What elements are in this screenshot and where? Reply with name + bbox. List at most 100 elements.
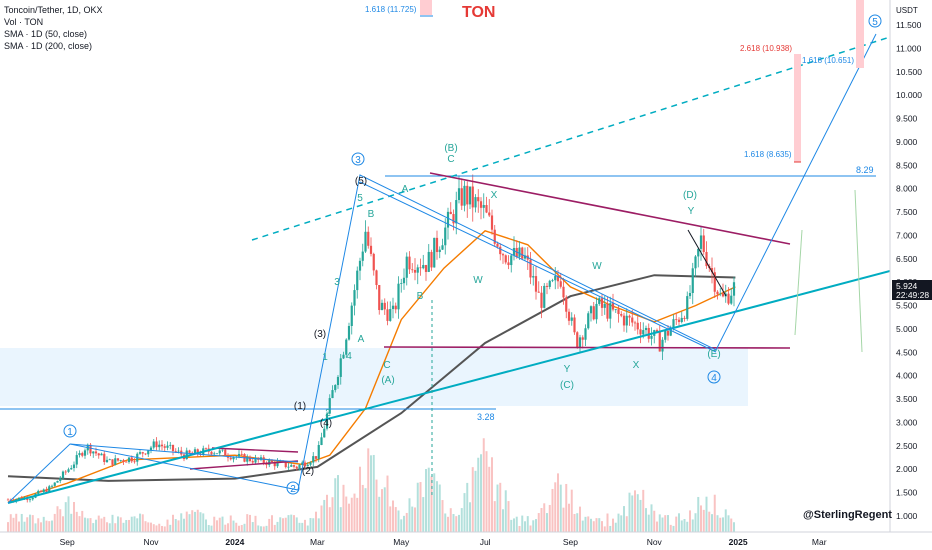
- volume-bar: [414, 507, 416, 532]
- volume-bar: [73, 502, 75, 532]
- candle: [39, 489, 43, 493]
- volume-bar: [315, 511, 317, 532]
- wave-labels: (1) (2) (3) (4) (5) 1 2 3 4 5 A B C (A) …: [294, 143, 721, 477]
- volume-bar: [150, 522, 152, 532]
- wave-label: 4: [346, 351, 352, 362]
- volume-bar: [436, 481, 438, 532]
- volume-bar: [254, 515, 257, 532]
- candle: [114, 454, 117, 466]
- candle: [567, 308, 571, 326]
- candle: [133, 458, 136, 464]
- volume-bar: [524, 521, 526, 532]
- candle: [490, 209, 494, 235]
- volume-bar: [628, 492, 631, 532]
- candle: [144, 453, 147, 456]
- volume-bar: [603, 526, 606, 532]
- volume-bar: [647, 514, 650, 532]
- volume-bar: [419, 482, 422, 532]
- watermark: @SterlingRegent: [803, 509, 892, 521]
- wave-label: W: [473, 275, 483, 286]
- price-tick: 2.000: [896, 464, 918, 474]
- volume-bar: [97, 515, 100, 532]
- candle: [193, 447, 197, 454]
- volume-bar: [606, 513, 609, 532]
- volume-bar: [661, 517, 664, 532]
- candle: [512, 236, 516, 261]
- time-axis[interactable]: Sep Nov 2024 Mar May Jul Sep Nov 2025 Mar: [0, 531, 932, 547]
- sma200-legend: SMA · 1D (200, close): [4, 41, 93, 51]
- candle: [378, 285, 381, 315]
- time-tick: Nov: [143, 537, 159, 547]
- volume-bar: [40, 522, 42, 532]
- volume-bar: [587, 516, 590, 532]
- volume-bar: [590, 518, 592, 532]
- candle: [614, 308, 617, 313]
- volume-bar: [125, 520, 128, 532]
- volume-bar: [337, 475, 339, 532]
- volume-bar: [422, 497, 425, 532]
- wave-label: (E): [707, 349, 720, 360]
- volume-bar: [232, 520, 235, 532]
- volume-bar: [702, 509, 705, 532]
- price-tick: 6.500: [896, 254, 918, 264]
- support-zone: [0, 348, 748, 406]
- wave-label: 2: [325, 408, 331, 419]
- candle: [691, 262, 694, 305]
- wave-label: A: [402, 184, 409, 195]
- volume-bar: [95, 519, 97, 532]
- volume-bar: [733, 522, 735, 532]
- candle: [204, 447, 208, 451]
- volume-bar: [719, 517, 722, 532]
- volume-bar: [284, 517, 287, 532]
- volume-bar: [447, 516, 449, 532]
- candle: [504, 254, 507, 265]
- volume-bar: [705, 496, 708, 532]
- countdown: 22:49:28: [896, 290, 929, 300]
- volume-bar: [521, 515, 524, 532]
- volume-bar: [491, 457, 493, 532]
- candle: [598, 296, 601, 306]
- volume-bar: [320, 505, 323, 532]
- candle: [592, 301, 595, 321]
- volume-bar: [210, 525, 213, 532]
- volume-bar: [229, 515, 232, 532]
- candle: [471, 174, 474, 222]
- fib-label-1618-hi: 1.618 (10.651): [802, 56, 854, 65]
- candle: [466, 181, 469, 218]
- candle: [732, 276, 736, 307]
- volume-bar: [425, 469, 427, 532]
- candle: [570, 312, 573, 326]
- volume-bar: [53, 513, 56, 532]
- volume-bar: [317, 518, 320, 532]
- candle: [221, 449, 224, 453]
- candle: [103, 450, 106, 465]
- wave-label: 5: [357, 193, 363, 204]
- volume-bar: [667, 515, 669, 532]
- volume-bar: [559, 484, 562, 532]
- candle: [160, 440, 164, 451]
- price-axis[interactable]: 11.500 11.000 10.500 10.000 9.500 9.000 8.500 8…: [889, 0, 922, 532]
- volume-bar: [169, 524, 172, 532]
- volume-bar: [166, 519, 169, 532]
- price-tick: 11.000: [896, 43, 922, 53]
- volume-bar: [70, 513, 73, 532]
- candle: [402, 268, 406, 290]
- candle: [42, 488, 45, 494]
- candle: [149, 445, 153, 454]
- wave-label: 1: [322, 352, 328, 363]
- candle: [303, 460, 307, 469]
- flag-lower-line: [189, 460, 299, 470]
- volume-bar: [12, 517, 15, 532]
- volume-bar: [295, 517, 298, 532]
- wave-label: C: [447, 154, 454, 165]
- wave-label: (D): [683, 190, 697, 201]
- time-tick: Mar: [310, 537, 325, 547]
- candle: [501, 252, 505, 264]
- volume-bar: [711, 514, 713, 532]
- wave-label: (A): [381, 375, 394, 386]
- level-829-label: 8.29: [856, 165, 874, 175]
- candle: [647, 323, 650, 343]
- candle: [292, 464, 296, 469]
- volume-bar: [438, 484, 441, 532]
